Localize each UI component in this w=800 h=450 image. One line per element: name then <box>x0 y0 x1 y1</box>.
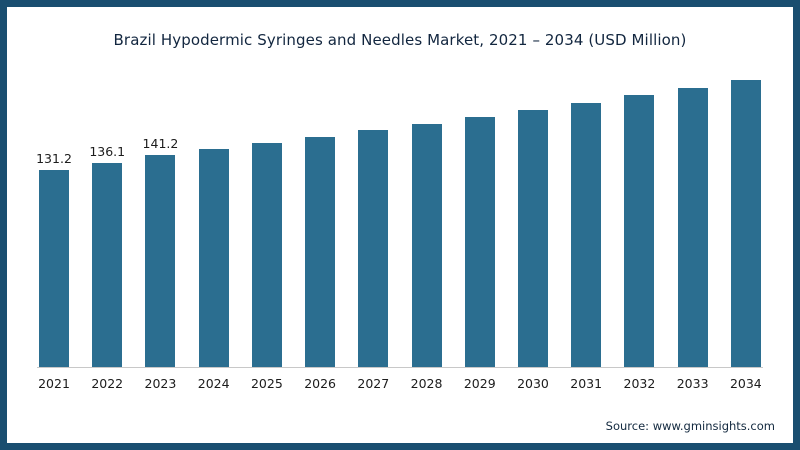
bar-column-2024 <box>197 67 231 367</box>
bar-column-2032 <box>622 67 656 367</box>
x-tick-2027: 2027 <box>357 376 390 391</box>
x-tick-2033: 2033 <box>676 376 709 391</box>
bar-value-label-2023: 141.2 <box>142 136 179 152</box>
x-tick-2032: 2032 <box>623 376 656 391</box>
x-tick-2025: 2025 <box>250 376 283 391</box>
bar-value-label-2022: 136.1 <box>89 143 126 159</box>
bar-value-label-2021: 131.2 <box>36 151 72 167</box>
bar-column-2031 <box>569 67 603 367</box>
bar-2033 <box>677 87 708 367</box>
chart-title: Brazil Hypodermic Syringes and Needles M… <box>113 31 687 49</box>
x-tick-2026: 2026 <box>304 376 336 391</box>
x-tick-2022: 2022 <box>91 376 124 391</box>
source-row: Source: www.gminsights.com <box>7 391 793 443</box>
bar-2026 <box>305 136 336 367</box>
source-attribution: Source: www.gminsights.com <box>605 419 775 433</box>
x-tick-2030: 2030 <box>517 376 549 391</box>
bar-column-2028 <box>410 67 444 367</box>
bar-2025 <box>251 143 282 367</box>
x-tick-2028: 2028 <box>410 376 443 391</box>
x-tick-2029: 2029 <box>463 376 496 391</box>
bar-column-2026 <box>303 67 337 367</box>
bar-column-2022: 136.1 <box>89 67 126 367</box>
bar-column-2030 <box>516 67 550 367</box>
bar-column-2023: 141.2 <box>142 67 179 367</box>
x-tick-2021: 2021 <box>38 376 70 391</box>
x-tick-2024: 2024 <box>197 376 230 391</box>
bar-2028 <box>411 123 442 367</box>
x-axis-labels: 2021 2022 2023 2024 2025 2026 2027 2028 2029 2030… <box>37 367 763 391</box>
plot-area: 131.2 136.1 141.2 <box>36 67 763 367</box>
bar-2031 <box>571 102 602 367</box>
x-tick-2034: 2034 <box>729 376 762 391</box>
x-tick-2031: 2031 <box>570 376 603 391</box>
bar-2021 <box>39 170 69 367</box>
bar-column-2034 <box>729 67 763 367</box>
plot-wrap: 131.2 136.1 141.2 2021 2022 2023 2024 2025 2026… <box>36 67 763 391</box>
bar-column-2029 <box>463 67 497 367</box>
bar-2023 <box>145 155 176 367</box>
bar-2022 <box>92 162 123 367</box>
bar-column-2025 <box>250 67 284 367</box>
bar-2034 <box>730 79 761 367</box>
bar-2032 <box>624 95 655 367</box>
bar-column-2033 <box>676 67 710 367</box>
bar-2027 <box>358 130 389 367</box>
bar-column-2027 <box>356 67 390 367</box>
bar-column-2021: 131.2 <box>36 67 72 367</box>
bar-2024 <box>198 149 229 367</box>
bar-2029 <box>464 116 495 367</box>
x-tick-2023: 2023 <box>144 376 177 391</box>
bar-2030 <box>517 109 548 367</box>
